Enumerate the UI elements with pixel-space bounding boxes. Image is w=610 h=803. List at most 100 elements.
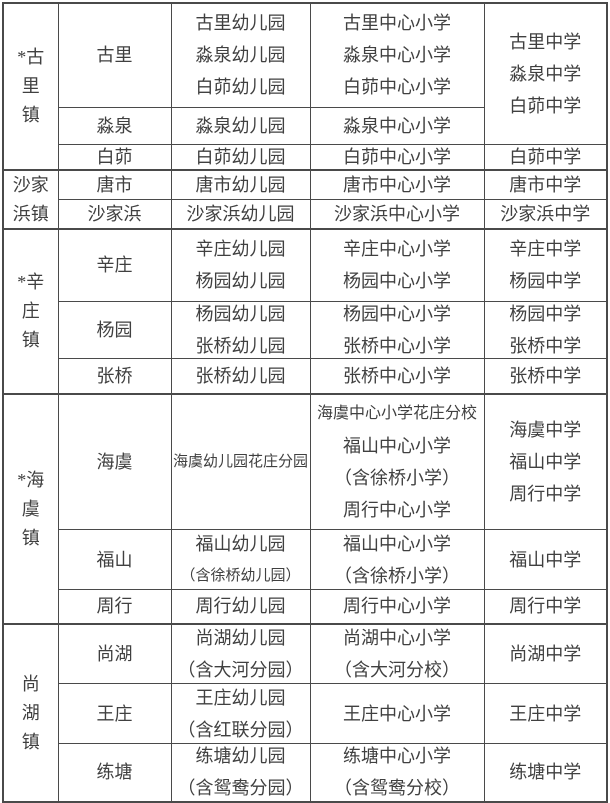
town-char: 镇: [21, 105, 40, 126]
district-cell: 淼泉: [57, 106, 172, 145]
district-label: 辛庄: [96, 255, 133, 276]
school-name: 练塘中学: [509, 762, 582, 783]
town-char: 浜镇: [12, 203, 49, 224]
school-name: （含鸳鸯分校）: [334, 778, 460, 799]
district-cell: 海虞: [57, 392, 172, 530]
district-label: 福山: [96, 549, 133, 570]
district-label: 练塘: [96, 762, 133, 783]
primary-school-cell: 白茆中心小学: [309, 143, 485, 170]
primary-school-cell: 辛庄中心小学 杨园中心小学: [309, 227, 485, 302]
town-char: 沙家: [12, 174, 49, 195]
school-name: 白茆幼儿园: [195, 77, 286, 98]
school-name: 张桥中心小学: [343, 365, 451, 386]
district-label: 唐市: [96, 174, 133, 195]
district-cell: 古里: [57, 2, 172, 108]
middle-school-cell: 沙家浜中学: [483, 199, 608, 229]
middle-school-cell: 尚湖中学: [483, 622, 608, 684]
town-char: 虞: [21, 498, 40, 519]
town-cell: 沙家 浜镇: [2, 168, 59, 229]
school-name: 白茆中心小学: [343, 77, 451, 98]
school-name: 杨园中学: [509, 304, 582, 324]
kindergarten-cell: 福山幼儿园 （含徐桥幼儿园）: [170, 529, 311, 590]
school-name: 周行中心小学: [343, 499, 451, 520]
school-name: 淼泉中学: [509, 63, 582, 84]
school-name: 王庄中学: [509, 703, 582, 724]
school-name: 张桥幼儿园: [195, 336, 286, 356]
table-row: 王庄 王庄幼儿园 （含红联分园） 王庄中心小学 王庄中学: [3, 683, 608, 744]
school-name: 淼泉中心小学: [343, 115, 451, 136]
primary-school-cell: 海虞中心小学花庄分校 福山中心小学 （含徐桥小学） 周行中心小学: [309, 392, 485, 530]
middle-school-cell: 白茆中学: [483, 143, 608, 170]
district-label: 白茆: [96, 146, 133, 167]
school-name: 练塘中心小学: [343, 746, 451, 767]
school-name: 唐市幼儿园: [195, 174, 286, 195]
district-label: 周行: [96, 596, 133, 617]
school-name: 淼泉幼儿园: [195, 45, 286, 66]
middle-school-cell: 王庄中学: [483, 683, 608, 744]
primary-school-cell: 周行中心小学: [309, 589, 485, 624]
school-name: 古里中心小学: [343, 13, 451, 34]
town-cell: *古 里 镇: [2, 2, 59, 170]
school-name: 尚湖中学: [509, 643, 582, 664]
town-char: *海: [17, 469, 45, 490]
kindergarten-cell: 淼泉幼儿园: [170, 106, 311, 145]
table-row: 白茆 白茆幼儿园 白茆中心小学 白茆中学: [3, 143, 608, 170]
school-name: 唐市中学: [509, 174, 582, 195]
school-name: 沙家浜幼儿园: [186, 203, 295, 224]
school-name: 辛庄中学: [509, 239, 582, 260]
table-row: *辛 庄 镇 辛庄 辛庄幼儿园 杨园幼儿园 辛庄中心小学 杨园中心小学 辛庄中学…: [2, 227, 608, 394]
district-label: 古里: [96, 45, 133, 66]
kindergarten-cell: 张桥幼儿园: [170, 358, 311, 394]
table-row: 张桥 张桥幼儿园 张桥中心小学 张桥中学: [3, 358, 608, 394]
school-name: 周行中学: [509, 596, 582, 617]
town-cell: 尚 湖 镇: [2, 622, 59, 802]
district-label: 沙家浜: [87, 203, 142, 224]
school-name: 杨园中心小学: [343, 304, 451, 324]
town-char: 镇: [21, 330, 40, 350]
school-name: 尚湖幼儿园: [195, 627, 286, 648]
school-name: 沙家浜中学: [500, 203, 591, 224]
school-name: 白茆中学: [509, 146, 582, 167]
table-row: 沙家浜 沙家浜幼儿园 沙家浜中心小学 沙家浜中学: [3, 199, 608, 229]
school-name: （含鸳鸯分园）: [177, 778, 304, 799]
town-char: 里: [21, 76, 40, 97]
kindergarten-cell: 海虞幼儿园花庄分园: [170, 392, 311, 530]
table-row: 周行 周行幼儿园 周行中心小学 周行中学: [3, 589, 608, 624]
school-name: 尚湖中心小学: [343, 627, 451, 648]
school-name: （含大河分校）: [334, 659, 460, 680]
school-name: 杨园中心小学: [343, 271, 451, 292]
district-label: 张桥: [96, 365, 133, 386]
district-cell: 周行: [57, 589, 172, 624]
table-row: *古 里 镇 古里 古里幼儿园 淼泉幼儿园 白茆幼儿园 古里中心小学 淼泉中心小…: [2, 2, 608, 170]
school-name: 福山中学: [509, 451, 582, 472]
middle-school-cell: 杨园中学 张桥中学: [483, 301, 608, 359]
school-name: （含徐桥小学）: [334, 565, 460, 586]
school-name: 古里中学: [509, 31, 582, 52]
district-cell: 辛庄: [57, 227, 172, 302]
school-name: 杨园中学: [509, 271, 582, 292]
district-label: 尚湖: [96, 643, 133, 664]
school-name: 杨园幼儿园: [195, 304, 286, 324]
school-name: 淼泉幼儿园: [195, 115, 286, 136]
school-name: 唐市中心小学: [343, 174, 451, 195]
primary-school-cell: 张桥中心小学: [309, 358, 485, 394]
school-name: 辛庄幼儿园: [195, 239, 286, 260]
district-label: 杨园: [96, 320, 133, 340]
district-cell: 王庄: [57, 683, 172, 744]
school-name: 福山中心小学: [343, 435, 451, 456]
school-name: 练塘幼儿园: [195, 746, 286, 767]
kindergarten-cell: 练塘幼儿园 （含鸳鸯分园）: [170, 743, 311, 802]
table-row: 尚 湖 镇 尚湖 尚湖幼儿园 （含大河分园） 尚湖中心小学 （含大河分校） 尚湖…: [2, 622, 608, 802]
town-char: 湖: [21, 702, 40, 723]
school-name: 淼泉中心小学: [343, 45, 451, 66]
table-row: 练塘 练塘幼儿园 （含鸳鸯分园） 练塘中心小学 （含鸳鸯分校） 练塘中学: [3, 743, 608, 802]
table-row: 杨园 杨园幼儿园 张桥幼儿园 杨园中心小学 张桥中心小学 杨园中学 张桥中学: [3, 301, 608, 359]
district-cell: 福山: [57, 529, 172, 590]
school-name: 张桥中学: [509, 365, 582, 386]
school-name: 张桥中心小学: [343, 336, 451, 356]
school-name: 海虞中学: [509, 419, 582, 440]
school-name: 周行中学: [509, 483, 582, 504]
district-label: 海虞: [96, 451, 133, 472]
kindergarten-cell: 周行幼儿园: [170, 589, 311, 624]
